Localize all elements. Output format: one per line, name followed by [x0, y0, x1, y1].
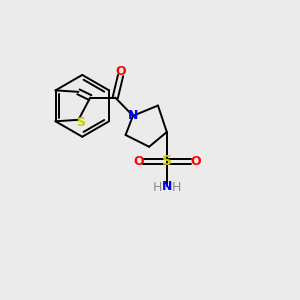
Text: S: S: [162, 154, 172, 169]
Text: O: O: [133, 155, 144, 168]
Text: H: H: [172, 182, 181, 194]
Text: N: N: [128, 109, 138, 122]
Text: O: O: [190, 155, 201, 168]
Text: O: O: [115, 65, 126, 79]
Text: S: S: [76, 116, 85, 129]
Text: H: H: [153, 182, 162, 194]
Text: N: N: [162, 180, 172, 193]
